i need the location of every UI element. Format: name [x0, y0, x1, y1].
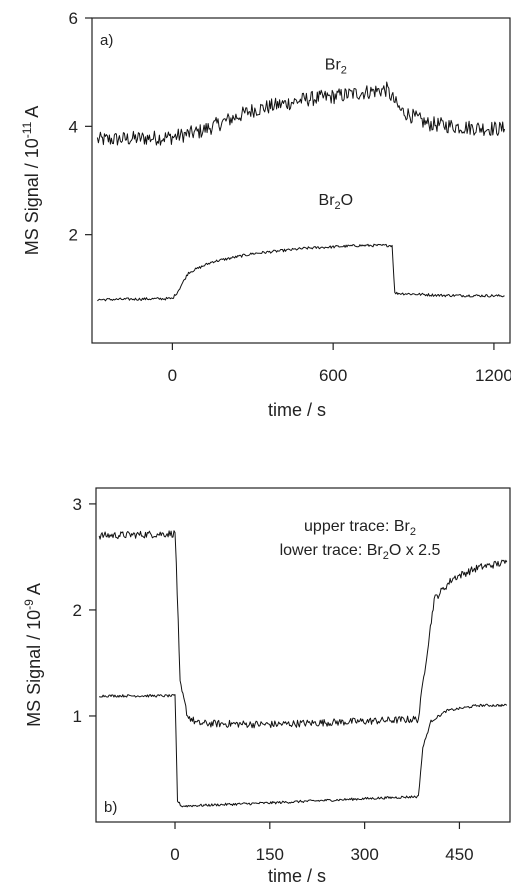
x-axis-label: time / s	[268, 866, 326, 886]
panel-label: b)	[104, 799, 117, 816]
series-line-upper	[96, 81, 506, 146]
y-tick-label: 3	[73, 495, 82, 514]
y-tick-label: 4	[69, 117, 78, 136]
plot-frame	[95, 487, 511, 823]
x-tick-label: 1200	[475, 366, 511, 385]
legend-entry-upper: upper trace: Br2	[304, 518, 416, 538]
y-tick-label: 2	[73, 601, 82, 620]
x-tick-label: 600	[319, 366, 347, 385]
chart-panel-a: 0 600 1200 2 4 6 time / s MS Signal / 10-11 A a)…	[20, 9, 511, 420]
series-line-lower	[97, 243, 505, 302]
legend-entry-lower: lower trace: Br2O x 2.5	[280, 542, 441, 562]
x-tick-label: 300	[350, 845, 378, 864]
y-tick-label: 2	[69, 226, 78, 245]
series-line-upper	[98, 530, 508, 729]
x-tick-label: 150	[256, 845, 284, 864]
y-axis-label: MS Signal / 10-11 A	[20, 106, 42, 256]
series-line-lower	[98, 694, 508, 808]
panel-label: a)	[100, 32, 113, 49]
x-tick-label: 0	[168, 366, 177, 385]
series-label-br2: Br2	[325, 56, 347, 76]
series-label-br2o: Br2O	[319, 192, 354, 212]
chart-panel-b: 0 150 300 450 1 2 3 time / s MS Signal / 10-9 A b…	[22, 487, 511, 886]
x-tick-label: 0	[170, 845, 179, 864]
y-tick-label: 1	[73, 707, 82, 726]
y-axis-label: MS Signal / 10-9 A	[22, 583, 44, 727]
x-axis-label: time / s	[268, 400, 326, 420]
y-tick-label: 6	[69, 9, 78, 28]
x-tick-label: 450	[445, 845, 473, 864]
plot-frame	[91, 17, 511, 344]
